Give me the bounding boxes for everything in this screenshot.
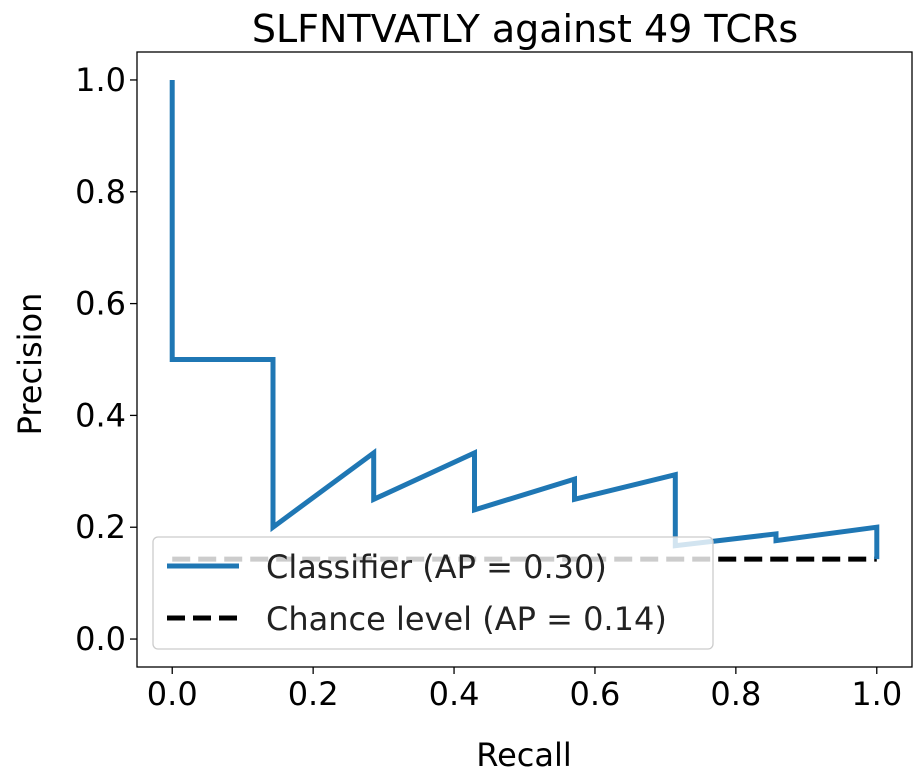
x-tick-label: 0.2 xyxy=(288,675,339,713)
x-tick-label: 0.0 xyxy=(147,675,198,713)
y-tick-label: 1.0 xyxy=(75,61,126,99)
legend: Classifier (AP = 0.30) Chance level (AP … xyxy=(152,536,714,650)
x-tick-label: 0.8 xyxy=(710,675,761,713)
y-tick-label: 0.4 xyxy=(75,396,126,434)
y-tick-label: 0.0 xyxy=(75,620,126,658)
x-tick-label: 0.4 xyxy=(429,675,480,713)
classifier-pr-line xyxy=(169,80,880,560)
plot-frame xyxy=(136,51,913,668)
chart-title: SLFNTVATLY against 49 TCRs xyxy=(252,7,798,51)
y-axis-ticks: 0.0 0.2 0.4 0.6 0.8 1.0 xyxy=(75,61,137,658)
y-tick-label: 0.8 xyxy=(75,173,126,211)
legend-label-chance: Chance level (AP = 0.14) xyxy=(266,600,667,638)
x-tick-label: 1.0 xyxy=(851,675,902,713)
y-tick-label: 0.2 xyxy=(75,508,126,546)
x-axis-label: Recall xyxy=(476,736,571,774)
y-tick-label: 0.6 xyxy=(75,285,126,323)
y-axis-label: Precision xyxy=(11,293,49,436)
legend-box xyxy=(152,536,714,650)
legend-label-classifier: Classifier (AP = 0.30) xyxy=(266,548,607,586)
x-tick-label: 0.6 xyxy=(570,675,621,713)
x-axis-ticks: 0.0 0.2 0.4 0.6 0.8 1.0 xyxy=(147,667,902,713)
